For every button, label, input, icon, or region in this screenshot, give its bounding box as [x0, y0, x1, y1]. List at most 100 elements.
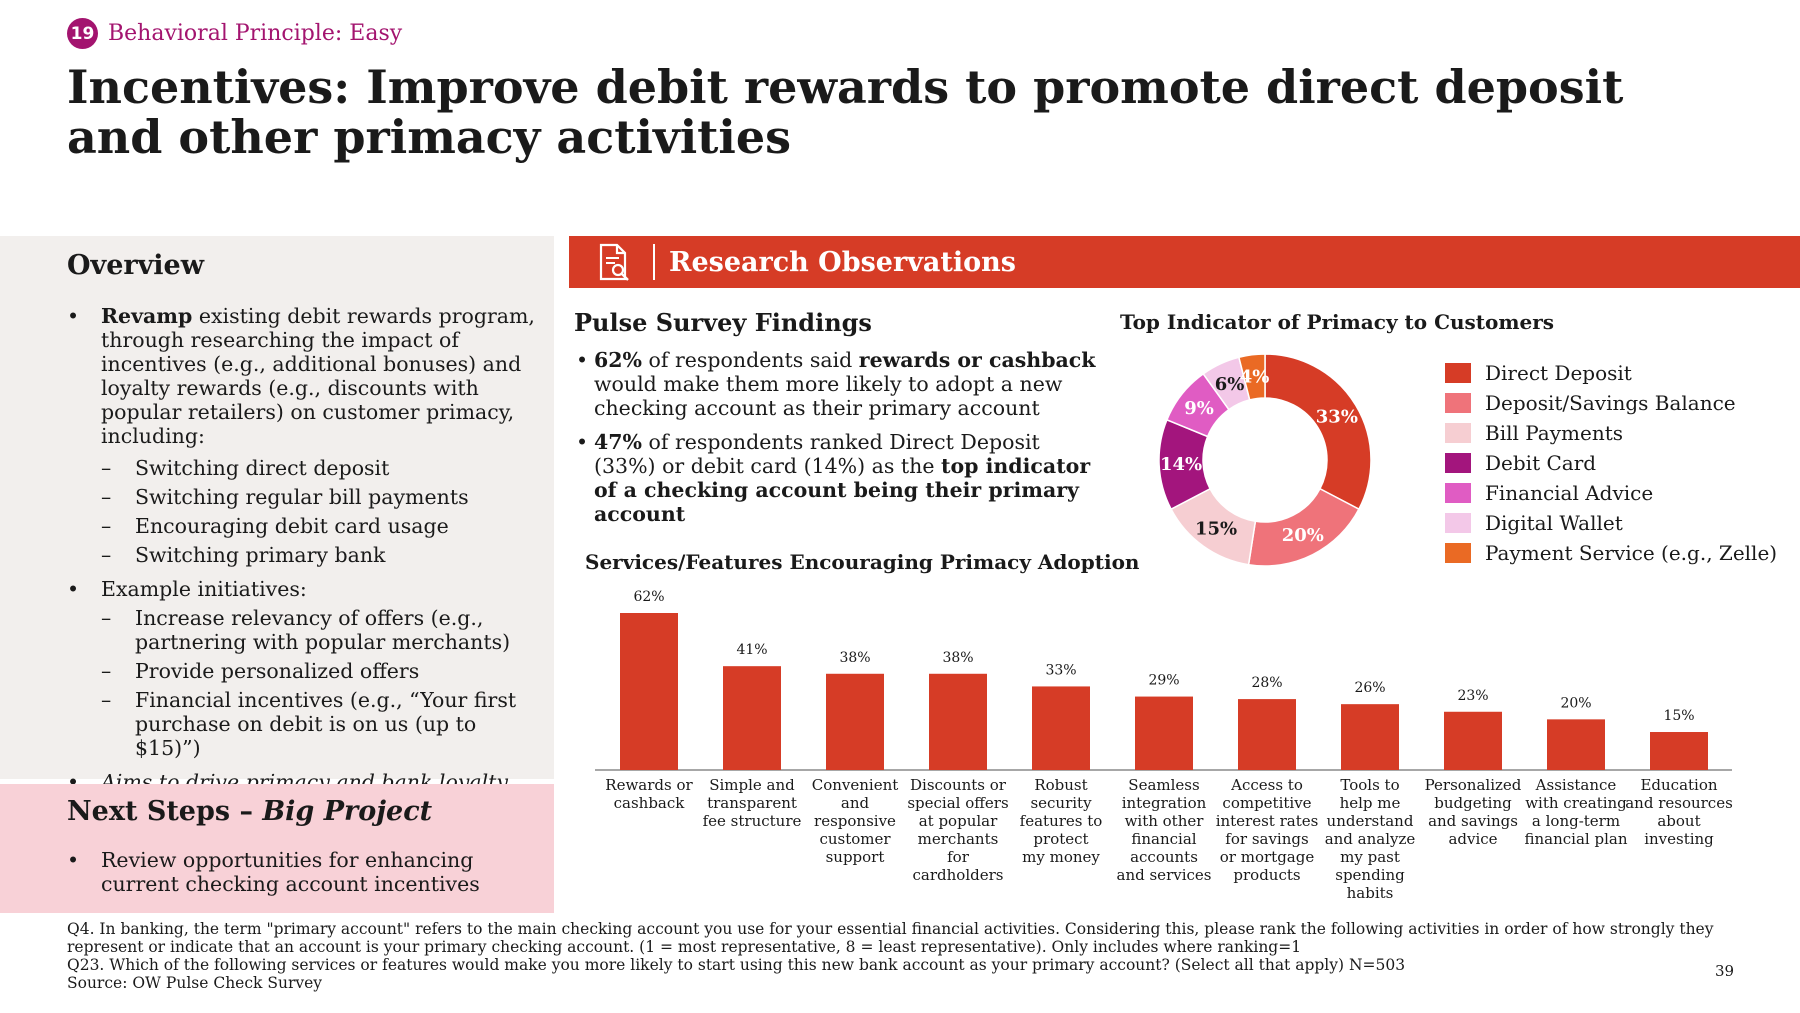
donut-slice — [1237, 353, 1266, 401]
donut-slice-label: 6% — [1215, 374, 1245, 395]
bar — [1547, 719, 1605, 770]
bar-value-label: 15% — [1663, 708, 1694, 724]
bar-value-label: 62% — [633, 589, 664, 605]
footnote-q4: Q4. In banking, the term "primary accoun… — [67, 920, 1714, 956]
bar-category-label: Robust security features to protect my money — [1020, 776, 1103, 866]
principle-tag: 19 Behavioral Principle: Easy — [67, 18, 402, 49]
bar-chart-title: Services/Features Encouraging Primacy Ad… — [585, 550, 1140, 574]
legend-swatch — [1445, 513, 1471, 533]
bar-category-label: Access to competitive interest rates for sa… — [1216, 776, 1319, 884]
divider — [653, 244, 655, 280]
legend-item: Debit Card — [1445, 448, 1777, 478]
pulse-heading: Pulse Survey Findings — [574, 308, 872, 337]
donut-chart-title: Top Indicator of Primacy to Customers — [1120, 310, 1555, 334]
legend-item: Payment Service (e.g., Zelle) — [1445, 538, 1777, 568]
donut-legend: Direct Deposit Deposit/Savings Balance Bil… — [1445, 358, 1777, 568]
sub-bullet: Encouraging debit card usage — [67, 514, 537, 538]
bar-category-label: Seamless integration with other financial ac… — [1117, 776, 1212, 884]
bar — [929, 673, 987, 770]
donut-chart: 33% 20% 15% 14% 9%6%4% — [1158, 353, 1372, 567]
bar-value-label: 23% — [1457, 688, 1488, 704]
principle-label: Behavioral Principle: Easy — [108, 21, 403, 46]
sub-bullet: Provide personalized offers — [67, 659, 537, 683]
next-steps-bullet: Review opportunities for enhancing curre… — [67, 848, 537, 896]
donut-slice-label: 20% — [1282, 525, 1324, 546]
footnote: Q4. In banking, the term "primary accoun… — [67, 920, 1727, 992]
bar-category-label: Personalized budgeting and savings advice — [1425, 776, 1522, 848]
next-steps-heading: Next Steps – Big Project — [67, 796, 432, 827]
legend-label: Financial Advice — [1485, 481, 1654, 505]
footnote-source: Source: OW Pulse Check Survey — [67, 974, 323, 992]
bar — [1238, 699, 1296, 770]
sub-bullet: Switching primary bank — [67, 543, 537, 567]
pulse-bullet-2: 47% of respondents ranked Direct Deposit… — [576, 430, 1096, 526]
legend-item: Direct Deposit — [1445, 358, 1777, 388]
bar-category-label: Assistance with creating a long-term financ… — [1525, 776, 1628, 848]
document-search-icon — [599, 243, 629, 281]
bold-text: 62% — [594, 348, 643, 372]
research-title: Research Observations — [669, 246, 1016, 278]
bar-value-label: 33% — [1045, 662, 1076, 678]
bar-value-label: 28% — [1251, 675, 1282, 691]
overview-heading: Overview — [67, 250, 204, 281]
bar-category-label: Rewards or cashback — [605, 776, 693, 812]
donut-slice-label: 15% — [1195, 518, 1237, 539]
legend-swatch — [1445, 543, 1471, 563]
legend-label: Debit Card — [1485, 451, 1597, 475]
bold-text: rewards or cashback — [858, 348, 1096, 372]
legend-label: Deposit/Savings Balance — [1485, 391, 1736, 415]
donut-slice-label: 9% — [1184, 398, 1214, 419]
page-title: Incentives: Improve debit rewards to pro… — [67, 60, 1624, 164]
bar — [1444, 711, 1502, 770]
bullet-text: of respondents ranked Direct Deposit (33… — [594, 430, 1040, 478]
bar-value-label: 20% — [1560, 695, 1591, 711]
bar — [1650, 732, 1708, 770]
legend-item: Financial Advice — [1445, 478, 1777, 508]
legend-swatch — [1445, 483, 1471, 503]
legend-label: Digital Wallet — [1485, 511, 1623, 535]
overview-bullet-2: Example initiatives: — [67, 577, 537, 601]
bar-value-label: 29% — [1148, 673, 1179, 689]
bullet-text: of respondents said — [642, 348, 859, 372]
bar-category-label: Simple and transparent fee structure — [703, 776, 802, 830]
sub-bullet: Increase relevancy of offers (e.g., part… — [67, 606, 537, 654]
legend-item: Deposit/Savings Balance — [1445, 388, 1777, 418]
bar — [620, 613, 678, 770]
bullet-text: existing debit rewards program, through … — [101, 304, 535, 448]
legend-swatch — [1445, 363, 1471, 383]
pulse-findings-list: 62% of respondents said rewards or cashb… — [576, 348, 1096, 536]
legend-swatch — [1445, 423, 1471, 443]
legend-label: Direct Deposit — [1485, 361, 1632, 385]
donut-slice-label: 14% — [1160, 454, 1202, 475]
bar — [723, 666, 781, 770]
page-number: 39 — [1715, 962, 1735, 980]
heading-italic: Big Project — [262, 796, 433, 827]
footnote-q23: Q23. Which of the following services or … — [67, 956, 1406, 974]
sub-bullet: Financial incentives (e.g., “Your first … — [67, 688, 537, 760]
bar — [826, 673, 884, 770]
overview-list: Revamp existing debit rewards program, t… — [67, 304, 537, 802]
donut-slice — [1264, 353, 1372, 511]
bar-category-label: Education and resources about investing — [1625, 776, 1733, 848]
donut-slice-label: 4% — [1240, 367, 1270, 388]
bold-text: 47% — [594, 430, 643, 454]
legend-swatch — [1445, 453, 1471, 473]
bar-category-label: Discounts or special offers at popular merc… — [907, 776, 1008, 884]
bar-value-label: 26% — [1354, 680, 1385, 696]
pulse-bullet-1: 62% of respondents said rewards or cashb… — [576, 348, 1096, 420]
bar — [1341, 704, 1399, 770]
bar — [1135, 696, 1193, 770]
next-steps-panel: Next Steps – Big Project Review opportun… — [0, 784, 554, 913]
slide-number-badge: 19 — [67, 18, 98, 49]
heading-text: Next Steps – — [67, 796, 263, 827]
research-header-bar: Research Observations — [569, 236, 1800, 288]
bar — [1032, 686, 1090, 770]
bar-value-label: 38% — [942, 650, 973, 666]
overview-bullet-1: Revamp existing debit rewards program, t… — [67, 304, 537, 448]
legend-label: Payment Service (e.g., Zelle) — [1485, 541, 1778, 565]
bar-chart: 62% Rewards or cashback 41% Simple and transp… — [595, 589, 1733, 902]
sub-bullet: Switching regular bill payments — [67, 485, 537, 509]
sub-bullet: Switching direct deposit — [67, 456, 537, 480]
legend-label: Bill Payments — [1485, 421, 1624, 445]
legend-item: Bill Payments — [1445, 418, 1777, 448]
